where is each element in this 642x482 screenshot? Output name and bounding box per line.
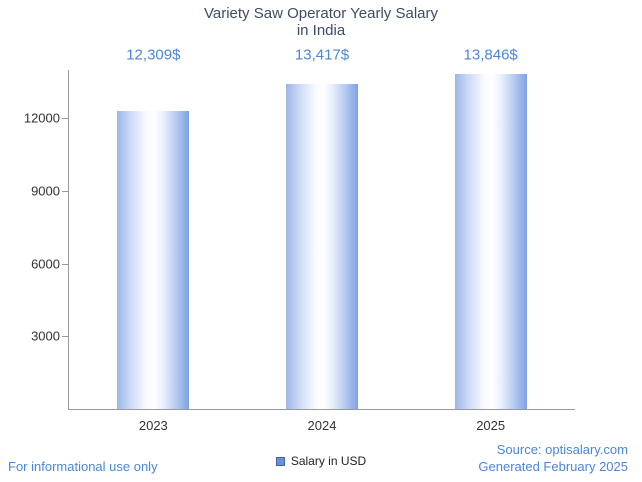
x-axis-label-2024: 2024 [307,418,337,433]
chart-title-line2: in India [296,22,346,40]
y-tick-mark [62,118,69,120]
bar-2023 [117,110,190,409]
source-block: Source: optisalary.com Generated Februar… [478,442,628,476]
chart-title-line1: Variety Saw Operator Yearly Salary [203,5,438,22]
bar-value-label-2025: 13,846$ [463,46,518,64]
y-tick-label: 3000 [31,328,60,344]
legend: Salary in USD [0,454,642,468]
y-tick-mark [62,263,69,265]
chart-title: Variety Saw Operator Yearly Salary in In… [0,5,642,40]
legend-label: Salary in USD [290,454,367,468]
x-axis-label-2025: 2025 [476,418,506,433]
plot-area: 3000 6000 9000 12000 12,309$ 2023 13,417$ 2024 1… [24,47,575,433]
y-tick-label: 12000 [23,110,60,126]
source-text: Source: optisalary.com [496,442,628,458]
bar-value-label-2024: 13,417$ [294,46,350,64]
disclaimer-text: For informational use only [8,459,158,474]
bar-2025 [454,73,527,409]
bar-2024 [286,84,358,409]
bar-value-label-2023: 12,309$ [126,46,181,64]
y-tick-mark [62,191,69,193]
generated-text: Generated February 2025 [478,459,628,475]
x-axis-label-2023: 2023 [138,418,168,433]
y-tick-label: 6000 [31,256,60,272]
y-tick-mark [62,336,69,338]
legend-swatch-icon [275,456,285,466]
y-tick-label: 9000 [31,183,60,199]
